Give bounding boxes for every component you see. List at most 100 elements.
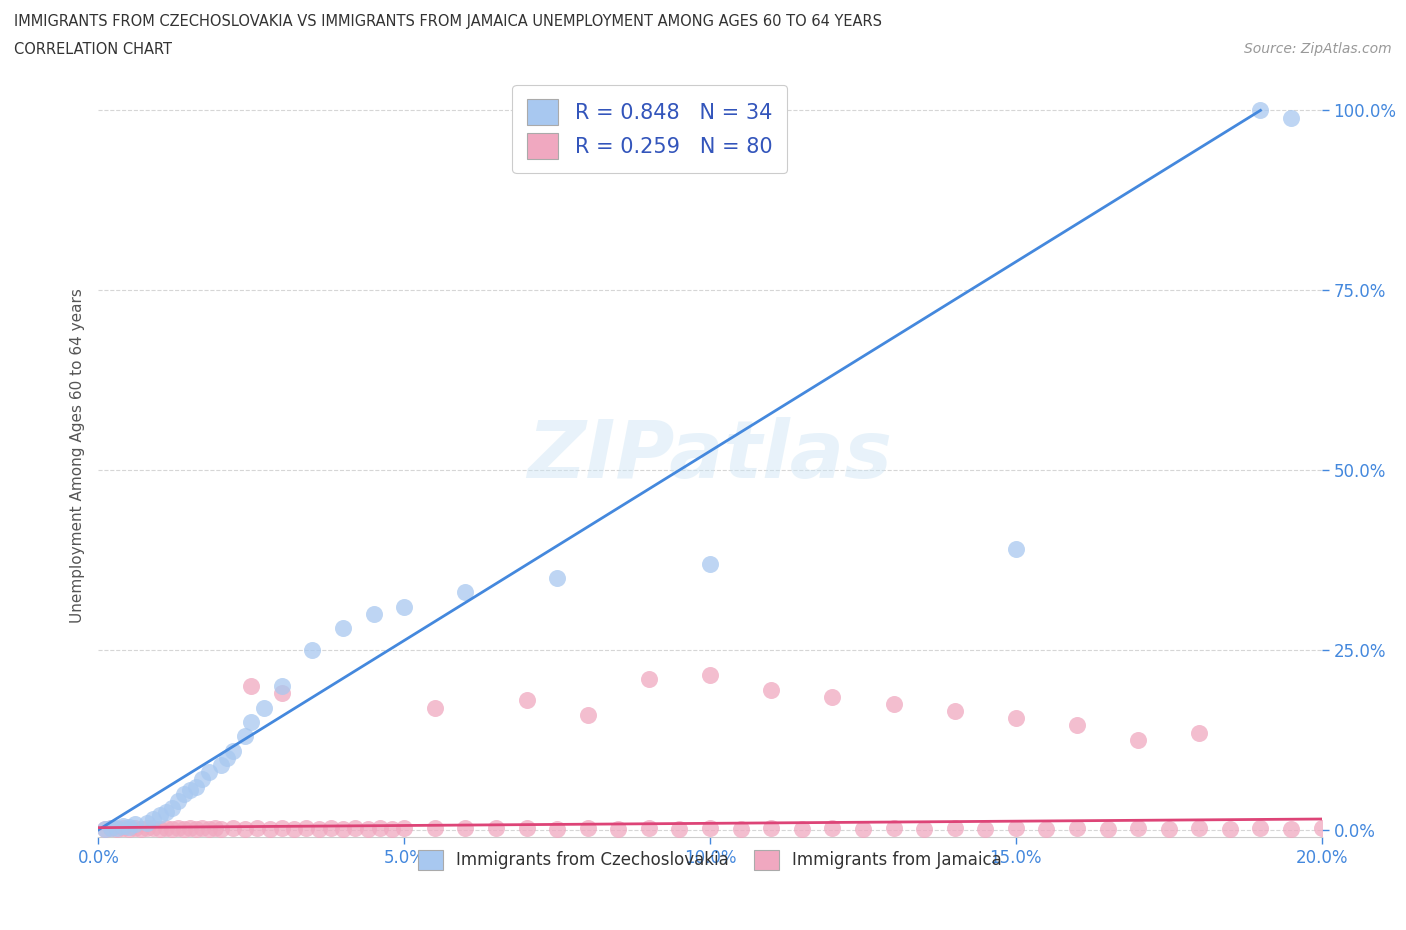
Point bbox=[912, 821, 935, 836]
Point bbox=[173, 821, 195, 836]
Point bbox=[179, 821, 201, 836]
Point bbox=[699, 821, 721, 836]
Point bbox=[100, 820, 122, 835]
Text: Source: ZipAtlas.com: Source: ZipAtlas.com bbox=[1244, 42, 1392, 56]
Point bbox=[136, 816, 159, 830]
Point bbox=[111, 818, 134, 833]
Point bbox=[943, 704, 966, 719]
Point bbox=[136, 820, 159, 835]
Point bbox=[1066, 821, 1088, 836]
Point bbox=[246, 821, 269, 836]
Point bbox=[516, 693, 538, 708]
Point bbox=[233, 821, 256, 836]
Point bbox=[883, 697, 905, 711]
Point bbox=[93, 821, 115, 836]
Point bbox=[197, 764, 219, 779]
Point bbox=[111, 821, 134, 836]
Point bbox=[883, 821, 905, 836]
Point bbox=[368, 821, 391, 836]
Point bbox=[160, 801, 183, 816]
Point bbox=[637, 821, 661, 836]
Point bbox=[356, 821, 378, 836]
Point bbox=[179, 783, 201, 798]
Point bbox=[215, 751, 238, 765]
Point bbox=[155, 821, 177, 836]
Y-axis label: Unemployment Among Ages 60 to 64 years: Unemployment Among Ages 60 to 64 years bbox=[69, 288, 84, 623]
Text: CORRELATION CHART: CORRELATION CHART bbox=[14, 42, 172, 57]
Point bbox=[167, 821, 190, 836]
Point bbox=[186, 821, 208, 836]
Point bbox=[1128, 733, 1150, 748]
Point bbox=[295, 821, 318, 836]
Point bbox=[204, 821, 226, 836]
Point bbox=[546, 571, 568, 586]
Point bbox=[1035, 821, 1057, 836]
Point bbox=[1188, 821, 1211, 836]
Point bbox=[516, 821, 538, 836]
Point bbox=[155, 804, 177, 819]
Text: ZIPatlas: ZIPatlas bbox=[527, 417, 893, 495]
Point bbox=[759, 682, 782, 697]
Point bbox=[392, 599, 416, 614]
Point bbox=[1310, 821, 1333, 836]
Point bbox=[124, 817, 146, 831]
Text: IMMIGRANTS FROM CZECHOSLOVAKIA VS IMMIGRANTS FROM JAMAICA UNEMPLOYMENT AMONG AGE: IMMIGRANTS FROM CZECHOSLOVAKIA VS IMMIGR… bbox=[14, 14, 882, 29]
Point bbox=[1249, 821, 1271, 836]
Point bbox=[1128, 821, 1150, 836]
Point bbox=[191, 821, 214, 836]
Point bbox=[105, 821, 128, 836]
Point bbox=[105, 821, 128, 836]
Point bbox=[699, 668, 721, 683]
Point bbox=[1066, 718, 1088, 733]
Point bbox=[852, 821, 875, 836]
Point bbox=[301, 643, 323, 658]
Point bbox=[392, 821, 416, 836]
Point bbox=[423, 820, 446, 835]
Point bbox=[252, 700, 274, 715]
Point bbox=[821, 689, 844, 704]
Point bbox=[332, 821, 354, 836]
Point bbox=[1279, 821, 1302, 836]
Point bbox=[607, 821, 630, 836]
Point bbox=[1279, 110, 1302, 125]
Point bbox=[668, 821, 690, 836]
Point bbox=[149, 821, 172, 836]
Point bbox=[149, 808, 172, 823]
Point bbox=[259, 821, 281, 836]
Point bbox=[454, 821, 477, 836]
Point bbox=[129, 821, 152, 836]
Point bbox=[790, 821, 813, 836]
Point bbox=[576, 707, 599, 722]
Point bbox=[637, 671, 661, 686]
Point bbox=[381, 821, 404, 836]
Point bbox=[197, 821, 219, 836]
Point bbox=[1157, 821, 1180, 836]
Point bbox=[186, 779, 208, 794]
Point bbox=[240, 679, 263, 694]
Point bbox=[1004, 542, 1026, 557]
Point bbox=[222, 743, 245, 758]
Point bbox=[93, 821, 115, 836]
Point bbox=[485, 820, 508, 835]
Point bbox=[1097, 821, 1119, 836]
Point bbox=[167, 793, 190, 808]
Legend: Immigrants from Czechoslovakia, Immigrants from Jamaica: Immigrants from Czechoslovakia, Immigran… bbox=[409, 842, 1011, 878]
Point bbox=[1188, 725, 1211, 740]
Point bbox=[191, 772, 214, 787]
Point bbox=[1004, 821, 1026, 836]
Point bbox=[454, 585, 477, 600]
Point bbox=[118, 819, 141, 834]
Point bbox=[821, 821, 844, 836]
Point bbox=[270, 679, 292, 694]
Point bbox=[124, 821, 146, 836]
Point bbox=[974, 821, 997, 836]
Point bbox=[283, 821, 305, 836]
Point bbox=[730, 821, 752, 836]
Point bbox=[319, 821, 342, 836]
Point bbox=[332, 621, 354, 636]
Point bbox=[209, 758, 232, 773]
Point bbox=[142, 821, 165, 836]
Point bbox=[160, 821, 183, 836]
Point bbox=[222, 821, 245, 836]
Point bbox=[699, 556, 721, 571]
